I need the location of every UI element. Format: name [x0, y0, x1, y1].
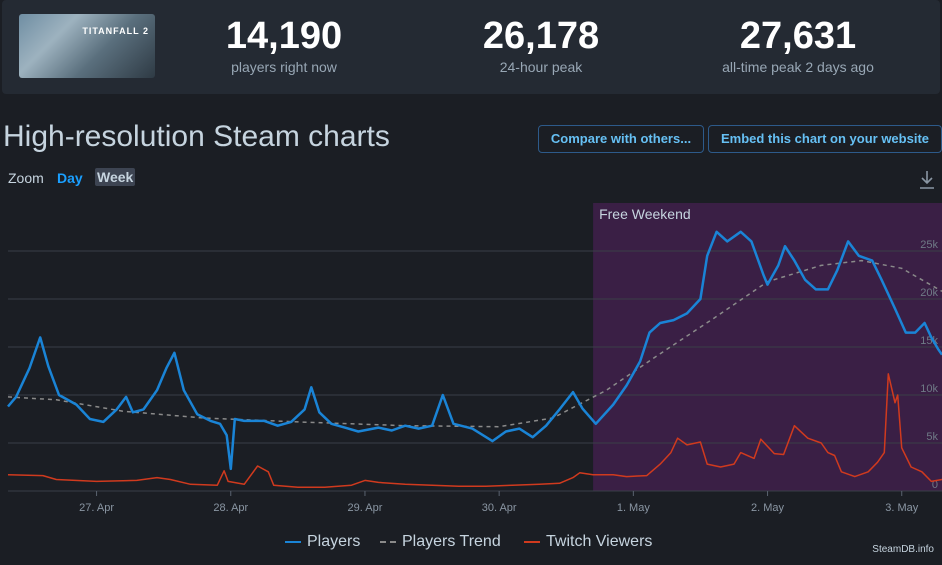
game-logo-text: TITANFALL 2 — [82, 26, 149, 36]
game-thumbnail[interactable]: TITANFALL 2 — [19, 14, 155, 78]
stat-label: all-time peak 2 days ago — [722, 59, 874, 75]
zoom-week-button[interactable]: Week — [95, 168, 136, 186]
stats-panel: TITANFALL 2 14,190 players right now 26,… — [2, 0, 940, 94]
stat-value: 26,178 — [482, 15, 600, 57]
legend-item-twitch-viewers[interactable]: Twitch Viewers — [524, 533, 652, 551]
y-tick-label: 25k — [920, 239, 938, 251]
y-tick-label: 5k — [926, 431, 938, 443]
x-tick-label: 29. Apr — [348, 502, 383, 514]
legend-swatch — [285, 541, 301, 543]
stat-24h-peak: 26,178 24-hour peak — [431, 14, 651, 76]
y-tick-label: 10k — [920, 383, 938, 395]
series-twitch-viewers — [7, 373, 942, 488]
download-icon[interactable] — [918, 170, 936, 190]
legend-label: Players — [307, 533, 361, 550]
stat-all-time-peak: 27,631 all-time peak 2 days ago — [688, 14, 908, 76]
legend-label: Players Trend — [402, 533, 501, 550]
zoom-day-button[interactable]: Day — [57, 170, 83, 186]
zoom-label: Zoom — [8, 170, 44, 186]
compare-button[interactable]: Compare with others... — [538, 125, 704, 153]
page-title: High-resolution Steam charts — [3, 120, 390, 153]
x-tick-label: 28. Apr — [213, 502, 248, 514]
embed-chart-button[interactable]: Embed this chart on your website — [708, 125, 942, 153]
legend-swatch — [380, 541, 396, 543]
x-tick-label: 30. Apr — [482, 502, 517, 514]
legend-swatch — [524, 541, 540, 543]
series-players — [7, 230, 942, 471]
stat-label: players right now — [231, 59, 337, 75]
stat-value: 27,631 — [739, 15, 857, 57]
credit-text: SteamDB.info — [872, 544, 934, 555]
legend-label: Twitch Viewers — [546, 533, 653, 550]
x-tick-label: 3. May — [885, 502, 919, 514]
y-tick-label: 20k — [920, 287, 938, 299]
stat-value: 14,190 — [225, 15, 343, 57]
free-weekend-label: Free Weekend — [599, 206, 691, 222]
legend-item-players[interactable]: Players — [285, 533, 360, 551]
stat-label: 24-hour peak — [499, 59, 583, 75]
y-tick-label: 0 — [932, 479, 938, 491]
stat-current: 14,190 players right now — [174, 14, 394, 76]
x-tick-label: 2. May — [751, 502, 785, 514]
legend-item-players-trend[interactable]: Players Trend — [380, 533, 501, 551]
x-tick-label: 27. Apr — [79, 502, 114, 514]
x-tick-label: 1. May — [617, 502, 651, 514]
